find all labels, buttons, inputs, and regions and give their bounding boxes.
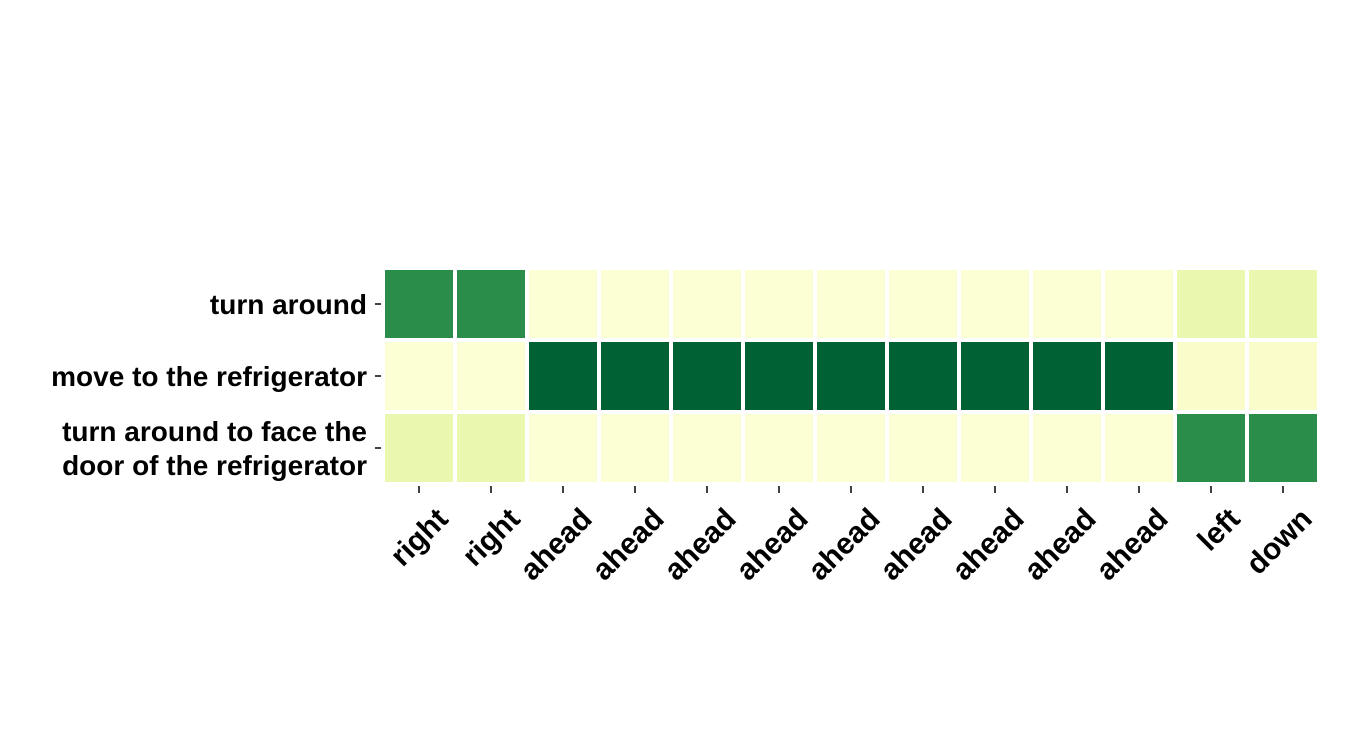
column-label: ahead xyxy=(802,502,887,587)
column-label: ahead xyxy=(730,502,815,587)
heatmap-cell xyxy=(669,266,745,342)
row-ticks xyxy=(375,303,381,449)
heatmap-cell xyxy=(597,266,673,342)
heatmap-cell xyxy=(957,410,1033,486)
column-label: ahead xyxy=(514,502,599,587)
heatmap-cell xyxy=(885,410,961,486)
heatmap-cell xyxy=(597,338,673,414)
heatmap-cell xyxy=(1173,266,1249,342)
row-label-line: turn around xyxy=(210,289,367,320)
heatmap-cell xyxy=(453,266,529,342)
row-label: turn around xyxy=(210,289,367,320)
column-ticks xyxy=(418,486,1284,493)
heatmap-cell xyxy=(453,410,529,486)
row-label: turn around to face the door of the refri… xyxy=(62,416,367,481)
row-label-line: turn around to face the xyxy=(62,416,367,447)
heatmap-cell xyxy=(525,410,601,486)
heatmap-cells xyxy=(381,266,1321,486)
row-label-line: move to the refrigerator xyxy=(51,361,367,392)
heatmap-cell xyxy=(381,266,457,342)
heatmap-cell xyxy=(885,266,961,342)
heatmap-cell xyxy=(813,266,889,342)
column-label: left xyxy=(1192,502,1247,557)
column-label: ahead xyxy=(874,502,959,587)
heatmap-cell xyxy=(1029,410,1105,486)
column-label: ahead xyxy=(946,502,1031,587)
column-label: down xyxy=(1240,502,1319,581)
column-labels: right rightaheadaheadaheadaheadaheadahead… xyxy=(384,502,1318,587)
heatmap-cell xyxy=(669,410,745,486)
heatmap-cell xyxy=(669,338,745,414)
heatmap-cell xyxy=(957,266,1033,342)
heatmap-cell xyxy=(957,338,1033,414)
row-label-line: door of the refrigerator xyxy=(62,450,367,481)
column-label: right xyxy=(384,502,454,572)
column-label: ahead xyxy=(658,502,743,587)
heatmap-cell xyxy=(741,266,817,342)
heatmap-cell xyxy=(453,338,529,414)
heatmap-cell xyxy=(885,338,961,414)
heatmap-cell xyxy=(741,338,817,414)
heatmap-cell xyxy=(813,338,889,414)
column-label: ahead xyxy=(1018,502,1103,587)
heatmap-cell xyxy=(1245,410,1321,486)
heatmap-cell xyxy=(1029,338,1105,414)
heatmap-cell xyxy=(1101,266,1177,342)
heatmap-cell xyxy=(1173,410,1249,486)
column-label: ahead xyxy=(586,502,671,587)
heatmap-cell xyxy=(525,338,601,414)
heatmap-cell xyxy=(381,410,457,486)
heatmap-cell xyxy=(1173,338,1249,414)
row-label: move to the refrigerator xyxy=(51,361,367,392)
heatmap-cell xyxy=(741,410,817,486)
heatmap-cell xyxy=(1245,266,1321,342)
heatmap-cell xyxy=(1101,410,1177,486)
heatmap-cell xyxy=(597,410,673,486)
heatmap-cell xyxy=(525,266,601,342)
heatmap-cell xyxy=(1101,338,1177,414)
heatmap-cell xyxy=(381,338,457,414)
heatmap-cell xyxy=(813,410,889,486)
heatmap-cell xyxy=(1029,266,1105,342)
row-labels: turn around move to the refrigerator turn … xyxy=(51,289,367,481)
heatmap-cell xyxy=(1245,338,1321,414)
column-label: ahead xyxy=(1090,502,1175,587)
